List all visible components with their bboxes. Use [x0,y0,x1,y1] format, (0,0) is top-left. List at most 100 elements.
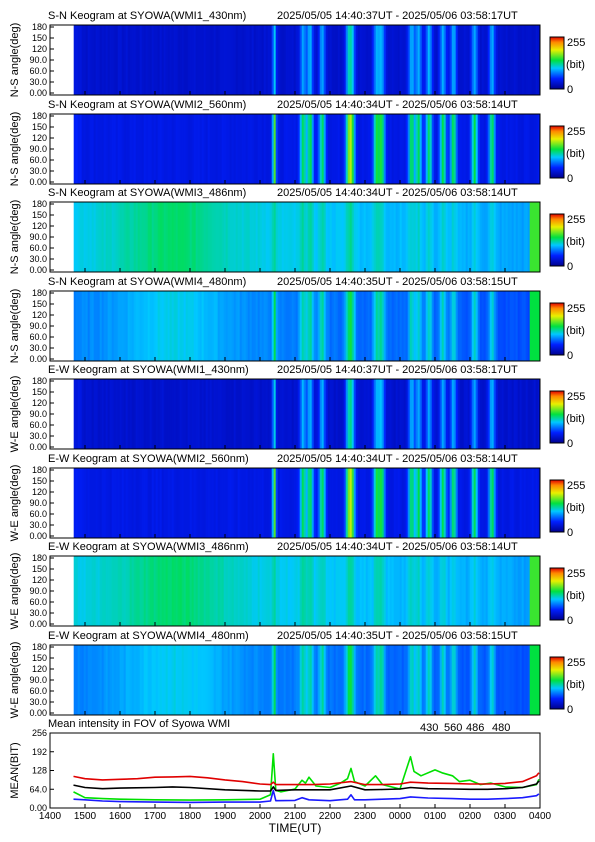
keogram-column [265,379,268,449]
keogram-column [225,468,228,538]
keogram-column [183,468,186,538]
keogram-column [79,468,82,538]
keogram-column [335,25,338,95]
keogram-column [465,291,468,361]
colorbar-gradient [549,302,565,356]
keogram-column [355,645,358,715]
keogram-column [499,25,502,95]
keogram-column [183,114,186,184]
keogram-column [127,291,130,361]
keogram-column [293,114,296,184]
keogram-column [217,556,220,626]
panel-title: S-N Keogram at SYOWA(WMI4_480nm) [48,276,246,288]
keogram-column [325,291,328,361]
keogram-column [529,25,532,95]
keogram-column [461,202,464,272]
keogram-column [305,25,308,95]
keogram-column [535,114,538,184]
y-axis-label: W-E angle(deg) [9,642,21,719]
keogram-column [213,114,216,184]
keogram-column [405,114,408,184]
keogram-column [501,379,504,449]
keogram-column [463,114,466,184]
keogram-column [283,556,286,626]
keogram-column [325,468,328,538]
keogram-column [183,202,186,272]
keogram-panel: E-W Keogram at SYOWA(WMI3_486nm) 2025/05/… [9,541,585,629]
keogram-column [171,645,174,715]
panel-time-range: 2025/05/05 14:40:35UT - 2025/05/06 03:58… [277,630,518,642]
keogram-column [391,25,394,95]
series-line-486 [73,772,540,786]
keogram-column [443,645,446,715]
keogram-column [109,291,112,361]
keogram-column [483,114,486,184]
keogram-column [197,468,200,538]
keogram-column [261,202,264,272]
keogram-column [527,202,530,272]
keogram-column [181,468,184,538]
y-axis-label: W-E angle(deg) [9,465,21,542]
keogram-column [213,468,216,538]
keogram-column [183,645,186,715]
keogram-column [225,291,228,361]
keogram-column [109,202,112,272]
keogram-column [317,202,320,272]
keogram-column [195,645,198,715]
keogram-column [289,25,292,95]
keogram-column [373,25,376,95]
colorbar-unit-label: (bit) [566,679,585,691]
keogram-column [413,202,416,272]
keogram-column [75,25,78,95]
keogram-column [125,379,128,449]
keogram-column [203,291,206,361]
keogram-column [123,291,126,361]
keogram-column [429,114,432,184]
keogram-column [111,556,114,626]
keogram-column [421,25,424,95]
keogram-column [281,114,284,184]
keogram-column [517,379,520,449]
keogram-column [223,645,226,715]
keogram-column [505,556,508,626]
keogram-column [287,379,290,449]
keogram-column [255,379,258,449]
keogram-column [105,114,108,184]
keogram-column [171,202,174,272]
keogram-column [109,556,112,626]
keogram-column [277,202,280,272]
keogram-column [533,291,536,361]
keogram-column [137,202,140,272]
keogram-column [269,556,272,626]
keogram-column [425,291,428,361]
keogram-column [233,114,236,184]
keogram-column [259,468,262,538]
keogram-column [447,25,450,95]
y-tick-label: 120 [32,310,47,320]
keogram-column [285,645,288,715]
keogram-column [79,114,82,184]
keogram-column [229,202,232,272]
keogram-column [497,202,500,272]
keogram-column [79,645,82,715]
keogram-column [239,379,242,449]
keogram-column [305,468,308,538]
keogram-column [361,114,364,184]
keogram-column [263,468,266,538]
keogram-column [187,291,190,361]
keogram-column [537,645,540,715]
keogram-column [381,25,384,95]
y-tick-label: 90.0 [29,586,47,596]
colorbar: 255(bit)0 [549,390,585,450]
keogram-column [471,291,474,361]
keogram-column [175,379,178,449]
keogram-column [415,291,418,361]
keogram-column [519,645,522,715]
keogram-column [107,291,110,361]
keogram-column [447,645,450,715]
keogram-column [513,291,516,361]
keogram-column [299,25,302,95]
keogram-column [275,556,278,626]
keogram-column [533,556,536,626]
keogram-column [255,114,258,184]
